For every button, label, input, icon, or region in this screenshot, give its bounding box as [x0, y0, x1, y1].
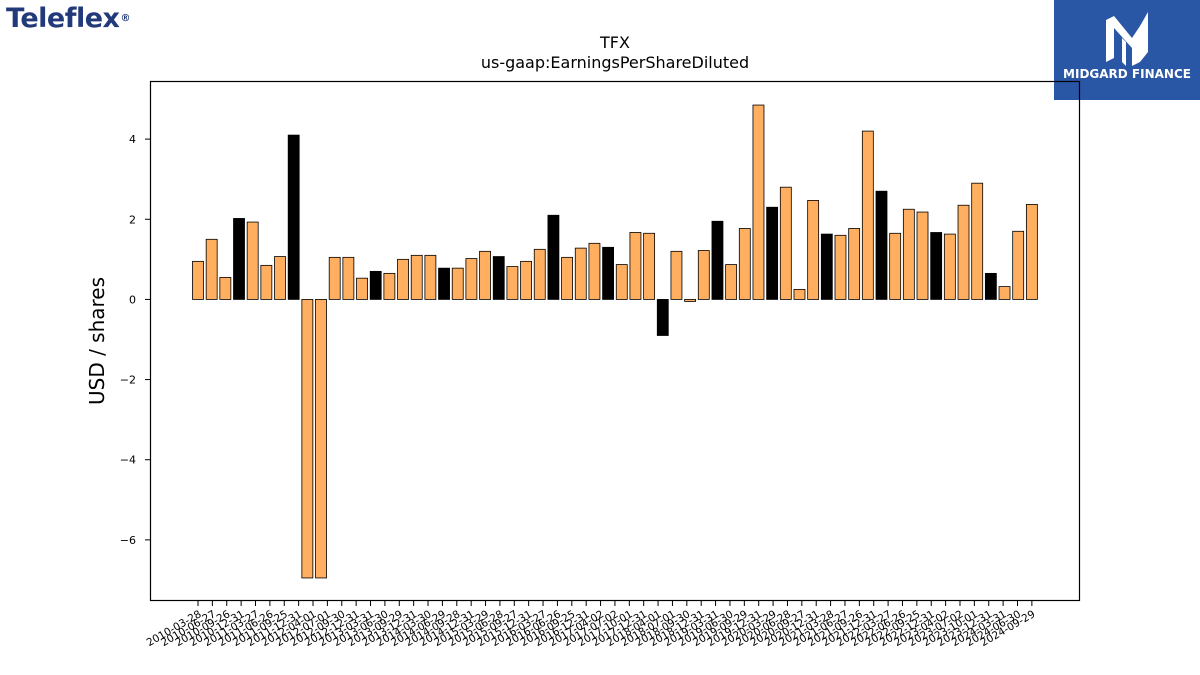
bar: [492, 256, 505, 300]
bar: [479, 250, 491, 300]
bar: [711, 220, 724, 300]
bar: [889, 232, 902, 300]
y-tick-label: −4: [120, 454, 136, 467]
teleflex-logo: Teleflex®: [6, 4, 130, 34]
bar: [738, 228, 751, 300]
bar: [725, 264, 738, 300]
bar: [233, 218, 245, 300]
bar: [506, 266, 519, 300]
bar: [424, 254, 437, 300]
bar: [766, 206, 779, 300]
bar: [615, 264, 628, 300]
bar: [684, 299, 697, 302]
bar: [397, 258, 409, 300]
bar: [219, 276, 232, 300]
y-axis-label: USD / shares: [85, 277, 109, 405]
bar: [930, 232, 943, 300]
bar: [875, 190, 888, 300]
bar: [697, 250, 710, 300]
bar: [1025, 204, 1038, 300]
bar: [998, 286, 1011, 300]
bar: [629, 232, 642, 300]
registered-mark-icon: ®: [120, 13, 130, 24]
midgard-mark-icon: [1106, 12, 1148, 66]
bar: [410, 254, 423, 300]
bar: [315, 299, 327, 579]
bar: [260, 264, 273, 300]
bar: [438, 267, 450, 300]
chart-subtitle: us-gaap:EarningsPerShareDiluted: [481, 53, 749, 72]
bar: [574, 247, 587, 300]
bar: [807, 200, 820, 300]
bar: [301, 299, 314, 579]
bar: [369, 270, 382, 300]
bar: [848, 228, 861, 300]
bar: [971, 182, 984, 300]
bar: [561, 256, 573, 300]
bar: [192, 260, 204, 300]
bar: [779, 186, 792, 300]
bar: [588, 242, 601, 300]
bar: [246, 221, 259, 300]
y-tick-label: −2: [120, 374, 136, 387]
bar: [656, 299, 669, 336]
bar: [861, 130, 874, 300]
bar: [205, 238, 218, 300]
bar: [752, 104, 765, 300]
bar: [342, 256, 355, 300]
bar: [547, 214, 560, 300]
midgard-finance-text: MIDGARD FINANCE: [1063, 67, 1191, 81]
y-tick-label: −6: [120, 534, 136, 547]
bar: [1012, 230, 1025, 300]
bar: [602, 246, 614, 300]
bar: [520, 260, 532, 300]
teleflex-logo-text: Teleflex: [6, 3, 120, 34]
bar: [793, 288, 806, 300]
bar: [916, 211, 929, 300]
bar: [957, 204, 970, 300]
bar: [984, 272, 997, 300]
bar: [902, 208, 915, 300]
bar: [533, 248, 546, 300]
midgard-finance-logo: MIDGARD FINANCE: [1054, 0, 1200, 100]
chart-title: TFX: [599, 33, 630, 52]
y-tick-label: 2: [129, 213, 136, 226]
y-tick-label: 0: [129, 293, 136, 306]
bar: [274, 256, 286, 300]
bar: [834, 234, 847, 300]
bar: [451, 267, 464, 300]
bar: [287, 134, 300, 300]
y-tick-label: 4: [129, 133, 136, 146]
bar: [820, 233, 833, 300]
bar: [670, 250, 683, 300]
bar: [643, 232, 656, 300]
bar: [943, 233, 956, 300]
bar: [328, 256, 341, 300]
bar: [356, 277, 368, 300]
bar: [383, 272, 396, 300]
bar: [465, 258, 478, 300]
